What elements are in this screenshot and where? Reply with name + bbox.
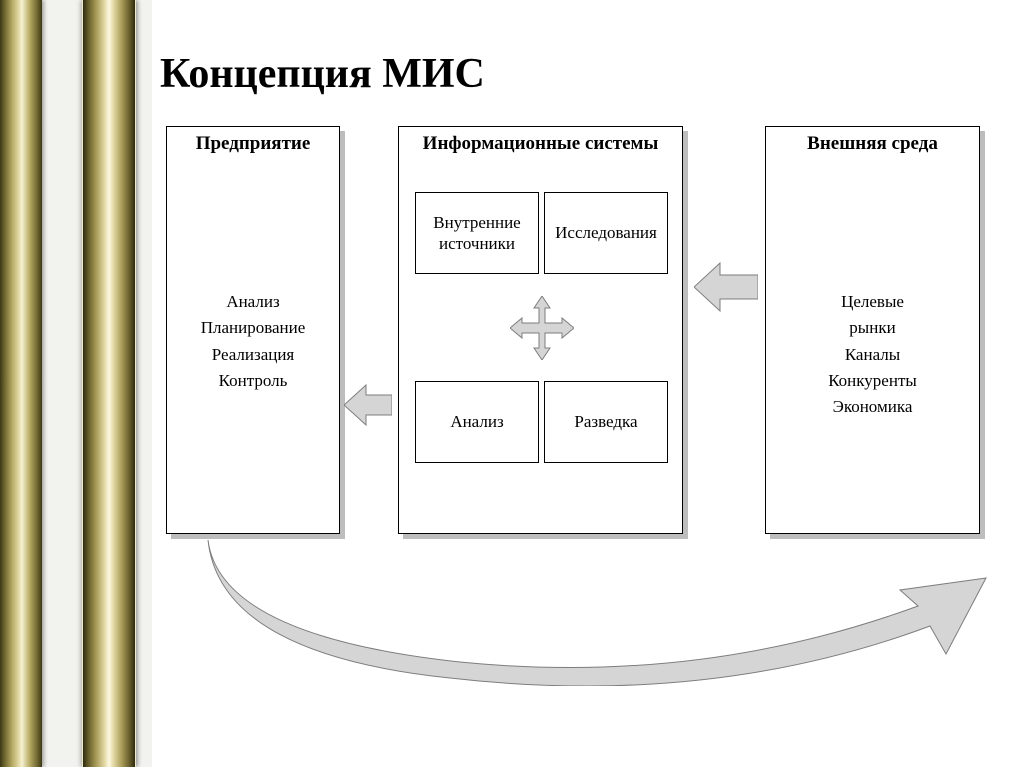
panel-company-body: Анализ Планирование Реализация Контроль: [201, 289, 306, 394]
center-cell-label: Внутренние источники: [420, 212, 534, 255]
panel-env: Внешняя среда Целевые рынки Каналы Конку…: [765, 126, 980, 534]
panel-company-line: Планирование: [201, 315, 306, 341]
center-cell-label: Исследования: [555, 222, 657, 243]
arrow-left-icon: [694, 261, 758, 313]
curved-arrow-icon: [200, 526, 990, 686]
panel-env-title: Внешняя среда: [766, 127, 979, 158]
diagram-canvas: Предприятие Анализ Планирование Реализац…: [160, 126, 995, 726]
panel-company-line: Реализация: [201, 342, 306, 368]
decorative-pillar: [0, 0, 152, 767]
panel-env-line: Экономика: [819, 394, 926, 420]
panel-env-line: Каналы: [819, 342, 926, 368]
center-cell: Разведка: [544, 381, 668, 463]
arrow-left-icon: [344, 381, 392, 429]
slide-content: Концепция МИС Предприятие Анализ Планиро…: [160, 50, 1005, 726]
center-cell: Анализ: [415, 381, 539, 463]
pillar-column: [82, 0, 136, 767]
pillar-edge: [0, 0, 42, 767]
center-cell: Внутренние источники: [415, 192, 539, 274]
panel-center-title: Информационные системы: [399, 127, 682, 158]
center-cell: Исследования: [544, 192, 668, 274]
panel-company-title: Предприятие: [167, 127, 339, 158]
panel-env-line: Конкуренты: [819, 368, 926, 394]
panel-company-line: Контроль: [201, 368, 306, 394]
panel-company-line: Анализ: [201, 289, 306, 315]
panel-company: Предприятие Анализ Планирование Реализац…: [166, 126, 340, 534]
four-way-arrow-icon: [510, 296, 574, 360]
center-cell-label: Анализ: [450, 411, 503, 432]
slide-title: Концепция МИС: [160, 50, 1005, 98]
center-cell-label: Разведка: [574, 411, 637, 432]
panel-env-line: Целевые рынки: [819, 289, 926, 342]
panel-env-body: Целевые рынки Каналы Конкуренты Экономик…: [819, 289, 926, 421]
